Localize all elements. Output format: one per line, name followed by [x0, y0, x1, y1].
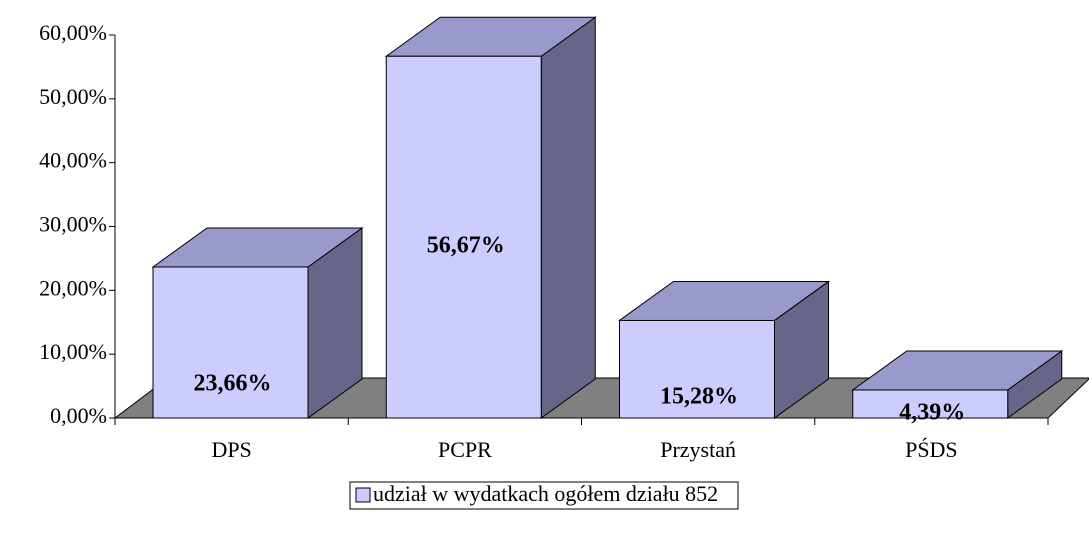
y-tick-label: 40,00% — [39, 148, 107, 173]
bar — [152, 266, 309, 419]
y-tick-label: 50,00% — [39, 84, 107, 109]
y-tick-label: 20,00% — [39, 275, 107, 300]
bar — [852, 389, 1009, 419]
x-tick-label: PŚDS — [905, 437, 958, 462]
y-tick-label: 30,00% — [39, 212, 107, 237]
x-tick-label: Przystań — [660, 437, 736, 462]
legend-swatch — [355, 487, 371, 503]
data-label: 23,66% — [194, 370, 272, 396]
y-tick-label: 60,00% — [39, 20, 107, 45]
bar-side — [540, 16, 596, 419]
data-label: 4,39% — [899, 399, 965, 425]
legend-label: udział w wydatkach ogółem działu 852 — [373, 481, 718, 506]
x-tick-label: DPS — [211, 437, 251, 462]
bar — [619, 319, 775, 419]
bar — [385, 55, 542, 419]
x-tick-label: PCPR — [438, 437, 492, 462]
y-tick-label: 10,00% — [39, 339, 107, 364]
y-tick-label: 0,00% — [50, 403, 107, 428]
legend-box — [349, 481, 739, 510]
data-label: 56,67% — [427, 233, 505, 259]
data-label: 15,28% — [660, 384, 738, 410]
